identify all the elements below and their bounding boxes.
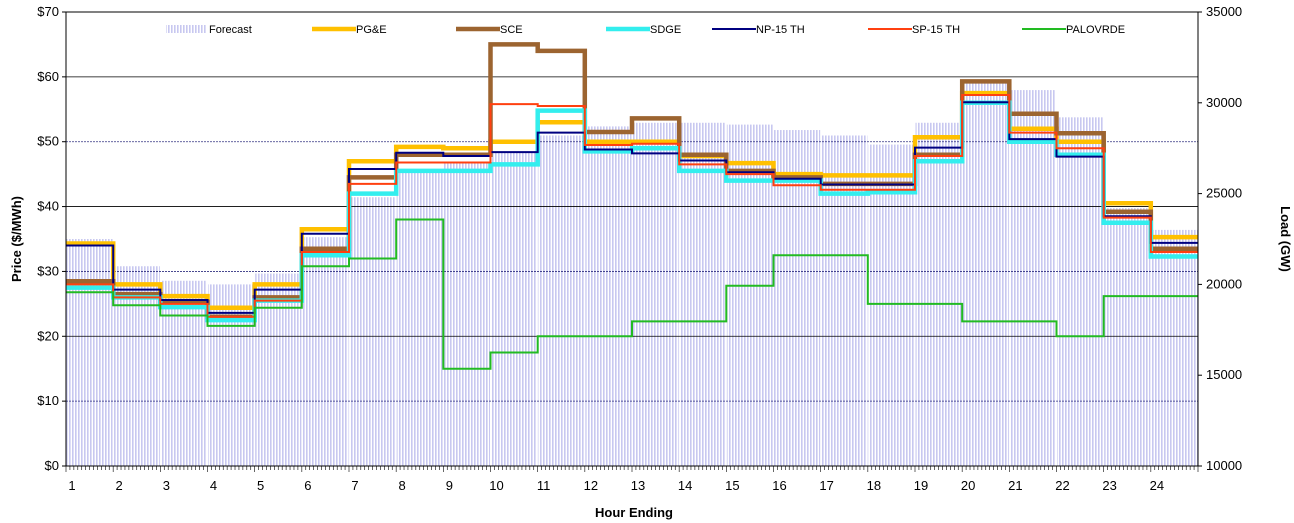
x-tick-label: 23 [1102, 478, 1116, 493]
x-tick-label: 9 [446, 478, 453, 493]
legend-item: PG&E [312, 24, 387, 36]
x-tick-label: 6 [304, 478, 311, 493]
forecast-bar [1009, 90, 1056, 466]
x-tick-label: 8 [399, 478, 406, 493]
y-right-tick-label: 15000 [1206, 367, 1242, 382]
forecast-bar [726, 124, 773, 466]
x-tick-label: 13 [631, 478, 645, 493]
x-tick-label: 17 [819, 478, 833, 493]
legend-label: Forecast [209, 24, 252, 36]
forecast-bar [443, 162, 490, 466]
legend-label: SP-15 TH [912, 24, 960, 36]
x-tick-label: 2 [116, 478, 123, 493]
y-right-tick-label: 20000 [1206, 276, 1242, 291]
legend-item: SP-15 TH [868, 24, 960, 36]
y-right-tick-label: 35000 [1206, 4, 1242, 19]
x-tick-label: 16 [772, 478, 786, 493]
legend-label: NP-15 TH [756, 24, 805, 36]
forecast-bar [915, 122, 962, 466]
legend-item: NP-15 TH [712, 24, 805, 36]
x-tick-label: 7 [351, 478, 358, 493]
forecast-bar [160, 280, 207, 466]
axes: $0$10$20$30$40$50$60$7010000150002000025… [37, 4, 1242, 493]
x-tick-label: 20 [961, 478, 975, 493]
forecast-bar [632, 122, 679, 466]
y-axis-label-right: Load (GW) [1278, 206, 1293, 272]
x-tick-label: 15 [725, 478, 739, 493]
y-axis-label-left: Price ($/MWh) [9, 196, 24, 282]
legend-item: PALOVRDE [1022, 24, 1125, 36]
x-tick-label: 10 [489, 478, 503, 493]
x-tick-label: 21 [1008, 478, 1022, 493]
x-axis-label: Hour Ending [595, 505, 673, 520]
forecast-bar [302, 237, 349, 466]
x-tick-label: 18 [867, 478, 881, 493]
y-left-tick-label: $30 [37, 263, 59, 278]
y-left-tick-label: $70 [37, 4, 59, 19]
forecast-bar [1057, 117, 1104, 466]
x-tick-label: 11 [537, 478, 551, 493]
x-tick-label: 19 [914, 478, 928, 493]
legend-label: SDGE [650, 24, 681, 36]
legend-swatch [166, 25, 206, 33]
series-line-palovrde [66, 218, 1198, 370]
legend-label: PG&E [356, 24, 387, 36]
forecast-bar [255, 273, 302, 466]
forecast-bar [679, 122, 726, 466]
x-tick-label: 24 [1150, 478, 1164, 493]
forecast-bar [1104, 208, 1151, 467]
y-left-tick-label: $20 [37, 328, 59, 343]
legend-label: SCE [500, 24, 523, 36]
x-tick-label: 3 [163, 478, 170, 493]
forecast-bar [585, 126, 632, 467]
y-left-tick-label: $0 [45, 458, 59, 473]
x-tick-label: 4 [210, 478, 217, 493]
x-tick-label: 22 [1055, 478, 1069, 493]
price-series [66, 42, 1198, 370]
legend: Forecast PG&E SCE SDGE NP-15 TH SP-15 TH PALOV… [166, 24, 1125, 36]
legend-item: Forecast [166, 24, 252, 36]
y-left-tick-label: $60 [37, 69, 59, 84]
x-tick-label: 5 [257, 478, 264, 493]
forecast-bar [1151, 229, 1198, 466]
forecast-bar [208, 284, 255, 466]
y-right-tick-label: 30000 [1206, 95, 1242, 110]
y-right-tick-label: 25000 [1206, 186, 1242, 201]
x-tick-label: 14 [678, 478, 692, 493]
legend-label: PALOVRDE [1066, 24, 1125, 36]
legend-item: SDGE [606, 24, 681, 36]
y-right-tick-label: 10000 [1206, 458, 1242, 473]
forecast-bar [491, 151, 538, 466]
y-left-tick-label: $10 [37, 393, 59, 408]
forecast-bar [349, 197, 396, 466]
y-left-tick-label: $50 [37, 134, 59, 149]
forecast-bar [538, 135, 585, 466]
x-tick-label: 12 [584, 478, 598, 493]
forecast-bar [868, 144, 915, 466]
y-left-tick-label: $40 [37, 199, 59, 214]
forecast-bar [66, 239, 113, 466]
x-tick-label: 1 [68, 478, 75, 493]
forecast-bar [962, 81, 1009, 467]
legend-item: SCE [456, 24, 523, 36]
forecast-bar [396, 171, 443, 467]
